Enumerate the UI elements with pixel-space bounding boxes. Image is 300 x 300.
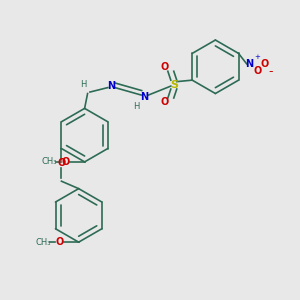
Text: O: O [55,237,64,247]
Text: N: N [107,81,116,91]
Text: O: O [57,158,66,168]
Text: N: N [245,59,253,69]
Text: O: O [61,157,69,167]
Text: O: O [260,59,268,69]
Text: CH₃: CH₃ [35,238,51,247]
Text: N: N [140,92,148,101]
Text: -: - [268,65,273,78]
Text: H: H [80,80,86,89]
Text: O: O [254,66,262,76]
Text: CH₃: CH₃ [41,158,57,166]
Text: O: O [161,98,169,107]
Text: H: H [134,102,140,111]
Text: O: O [161,62,169,72]
Text: S: S [170,80,178,90]
Text: +: + [255,54,260,60]
